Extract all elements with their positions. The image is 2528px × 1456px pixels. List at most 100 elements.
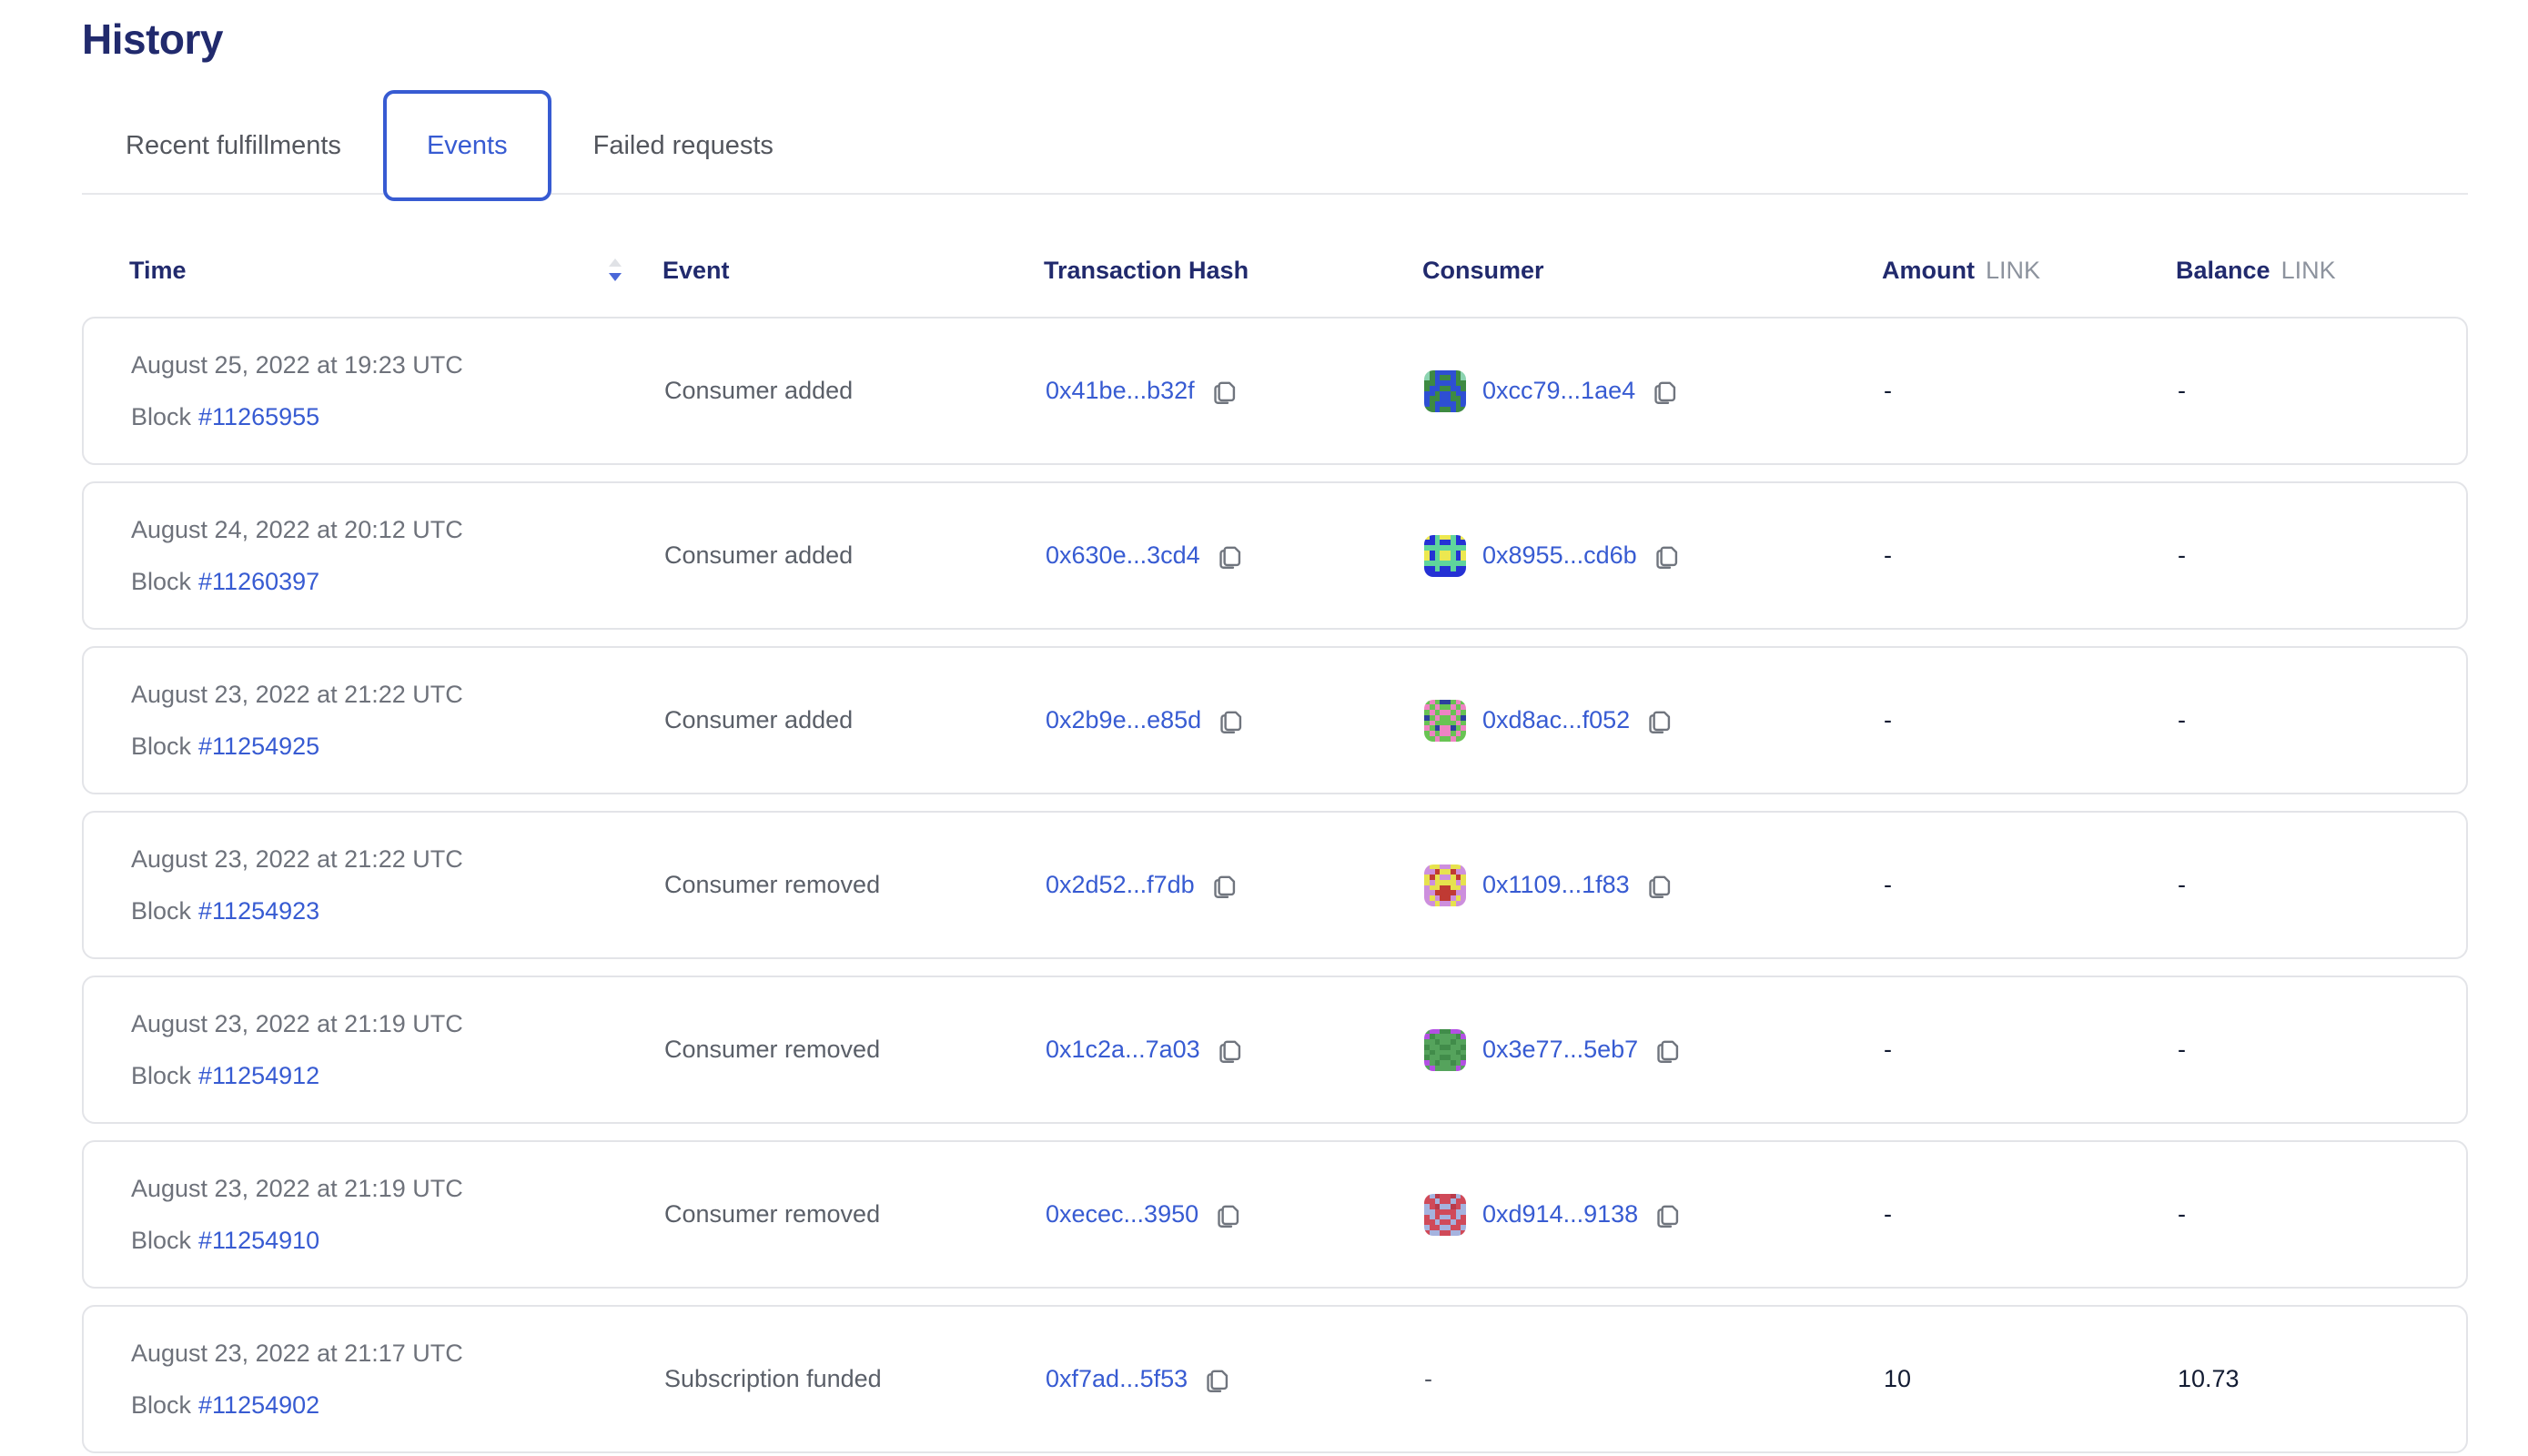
balance-value: 10.73	[2178, 1365, 2240, 1392]
tx-hash-link[interactable]: 0x41be...b32f	[1046, 377, 1195, 404]
time-cell: August 23, 2022 at 21:22 UTC Block #11254…	[131, 845, 664, 925]
block-number-link[interactable]: #11254910	[198, 1226, 320, 1254]
copy-icon[interactable]	[1652, 541, 1683, 571]
row-date: August 23, 2022 at 21:17 UTC	[131, 1339, 463, 1367]
tx-hash-cell: 0x630e...3cd4	[1046, 541, 1424, 571]
amount-unit-label: LINK	[1985, 256, 2041, 284]
copy-icon[interactable]	[1644, 705, 1675, 736]
copy-icon[interactable]	[1215, 541, 1246, 571]
block-number-link[interactable]: #11254923	[198, 896, 320, 925]
tx-hash-link[interactable]: 0x2d52...f7db	[1046, 871, 1195, 898]
consumer-cell: 0x1109...1f83	[1424, 864, 1884, 906]
column-header-amount: Amount LINK	[1882, 257, 2176, 285]
block-label: Block	[131, 1061, 192, 1089]
copy-icon[interactable]	[1215, 1035, 1246, 1066]
consumer-cell: 0x8955...cd6b	[1424, 534, 1884, 577]
copy-icon[interactable]	[1653, 1199, 1684, 1230]
copy-icon[interactable]	[1213, 1199, 1244, 1230]
consumer-identicon	[1424, 534, 1466, 577]
column-header-balance: Balance LINK	[2176, 257, 2468, 285]
block-number-link[interactable]: #11254912	[198, 1061, 320, 1089]
consumer-empty: -	[1424, 1365, 1432, 1392]
tx-hash-cell: 0x2b9e...e85d	[1046, 705, 1424, 736]
block-number-link[interactable]: #11260397	[198, 567, 320, 595]
amount-value: -	[1884, 1036, 1892, 1063]
time-header-label: Time	[129, 256, 187, 284]
consumer-address-link[interactable]: 0xcc79...1ae4	[1482, 377, 1636, 404]
balance-header-label: Balance	[2176, 256, 2270, 284]
row-block: Block #11254902	[131, 1391, 664, 1420]
row-date: August 23, 2022 at 21:22 UTC	[131, 680, 463, 708]
row-date: August 23, 2022 at 21:19 UTC	[131, 1009, 463, 1037]
amount-header-label: Amount	[1882, 256, 1975, 284]
time-cell: August 24, 2022 at 20:12 UTC Block #11260…	[131, 516, 664, 596]
event-type: Consumer removed	[664, 1036, 881, 1063]
tx-hash-cell: 0x41be...b32f	[1046, 376, 1424, 407]
tx-hash-link[interactable]: 0x2b9e...e85d	[1046, 706, 1202, 733]
consumer-address-link[interactable]: 0x1109...1f83	[1482, 871, 1630, 898]
tx-hash-cell: 0x2d52...f7db	[1046, 870, 1424, 901]
copy-icon[interactable]	[1209, 376, 1240, 407]
sort-desc-icon[interactable]	[606, 256, 624, 285]
event-type: Consumer removed	[664, 1200, 881, 1228]
table-row: August 23, 2022 at 21:17 UTC Block #11254…	[82, 1305, 2468, 1453]
block-number-link[interactable]: #11254902	[198, 1390, 320, 1419]
tx-hash-link[interactable]: 0x1c2a...7a03	[1046, 1036, 1200, 1063]
amount-value: -	[1884, 706, 1892, 733]
balance-value: -	[2178, 1200, 2186, 1228]
block-label: Block	[131, 896, 192, 925]
consumer-address-link[interactable]: 0x3e77...5eb7	[1482, 1036, 1639, 1063]
amount-value: -	[1884, 1200, 1892, 1228]
block-label: Block	[131, 732, 192, 760]
tab-events[interactable]: Events	[382, 90, 551, 201]
page-title: History	[82, 15, 223, 63]
tx-hash-link[interactable]: 0x630e...3cd4	[1046, 541, 1200, 569]
event-type: Consumer removed	[664, 871, 881, 898]
event-type: Consumer added	[664, 706, 854, 733]
tx-hash-link[interactable]: 0xecec...3950	[1046, 1200, 1199, 1228]
column-header-time[interactable]: Time	[129, 256, 662, 285]
column-header-consumer: Consumer	[1422, 256, 1544, 284]
time-cell: August 23, 2022 at 21:22 UTC Block #11254…	[131, 681, 664, 761]
tx-hash-link[interactable]: 0xf7ad...5f53	[1046, 1365, 1188, 1392]
event-type: Subscription funded	[664, 1365, 882, 1392]
row-date: August 23, 2022 at 21:19 UTC	[131, 1174, 463, 1202]
tab-recent-fulfillments[interactable]: Recent fulfillments	[126, 130, 341, 160]
column-header-event: Event	[662, 256, 730, 284]
consumer-address-link[interactable]: 0xd914...9138	[1482, 1200, 1639, 1228]
copy-icon[interactable]	[1644, 870, 1675, 901]
time-cell: August 23, 2022 at 21:19 UTC Block #11254…	[131, 1175, 664, 1255]
block-label: Block	[131, 1390, 192, 1419]
block-number-link[interactable]: #11254925	[198, 732, 320, 760]
row-date: August 25, 2022 at 19:23 UTC	[131, 350, 463, 379]
block-label: Block	[131, 402, 192, 430]
row-date: August 23, 2022 at 21:22 UTC	[131, 844, 463, 873]
copy-icon[interactable]	[1202, 1364, 1233, 1395]
tx-hash-cell: 0xecec...3950	[1046, 1199, 1424, 1230]
copy-icon[interactable]	[1653, 1035, 1684, 1066]
row-block: Block #11260397	[131, 568, 664, 596]
copy-icon[interactable]	[1650, 376, 1681, 407]
consumer-identicon	[1424, 699, 1466, 742]
event-type: Consumer added	[664, 377, 854, 404]
column-header-tx-hash: Transaction Hash	[1044, 256, 1249, 284]
amount-value: 10	[1884, 1365, 1912, 1392]
table-row: August 23, 2022 at 21:19 UTC Block #11254…	[82, 1140, 2468, 1289]
table-row: August 24, 2022 at 20:12 UTC Block #11260…	[82, 481, 2468, 630]
consumer-cell: 0xcc79...1ae4	[1424, 369, 1884, 412]
block-number-link[interactable]: #11265955	[198, 402, 320, 430]
consumer-identicon	[1424, 369, 1466, 412]
tx-hash-cell: 0x1c2a...7a03	[1046, 1035, 1424, 1066]
consumer-cell: -	[1424, 1365, 1884, 1393]
row-block: Block #11254925	[131, 733, 664, 761]
balance-value: -	[2178, 706, 2186, 733]
copy-icon[interactable]	[1216, 705, 1247, 736]
time-cell: August 23, 2022 at 21:17 UTC Block #11254…	[131, 1340, 664, 1420]
table-row: August 25, 2022 at 19:23 UTC Block #11265…	[82, 317, 2468, 465]
tab-failed-requests[interactable]: Failed requests	[592, 130, 774, 160]
consumer-address-link[interactable]: 0x8955...cd6b	[1482, 541, 1637, 569]
amount-value: -	[1884, 871, 1892, 898]
consumer-address-link[interactable]: 0xd8ac...f052	[1482, 706, 1631, 733]
copy-icon[interactable]	[1209, 870, 1240, 901]
